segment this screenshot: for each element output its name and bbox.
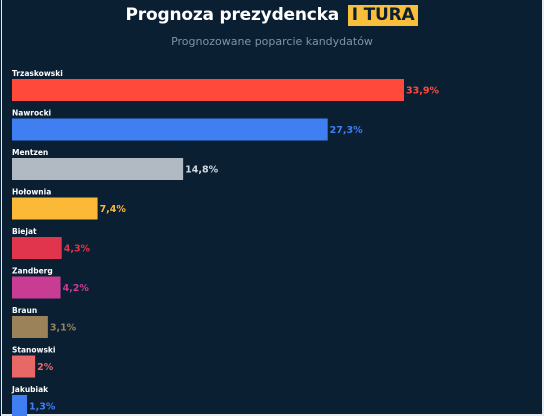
- category-label: Stanowski: [12, 346, 56, 355]
- chart-subtitle: Prognozowane poparcie kandydatów: [171, 35, 373, 48]
- bar: [12, 316, 48, 338]
- category-label: Zandberg: [12, 267, 53, 276]
- chart-title-text: Prognoza prezydencka: [125, 5, 340, 25]
- value-label: 7,4%: [100, 204, 127, 215]
- value-label: 14,8%: [185, 165, 218, 176]
- bar: [12, 197, 98, 220]
- category-label: Jakubiak: [11, 385, 49, 394]
- value-label: 1,3%: [29, 402, 56, 413]
- bar: [12, 79, 404, 101]
- category-label: Trzaskowski: [12, 69, 63, 78]
- value-label: 2%: [37, 362, 54, 373]
- category-label: Hołownia: [12, 188, 51, 197]
- bar: [12, 118, 328, 141]
- chart-title: Prognoza prezydencka I TURA: [0, 5, 544, 26]
- category-label: Mentzen: [12, 148, 48, 157]
- bar: [12, 395, 28, 416]
- bar: [12, 355, 36, 378]
- value-label: 4,2%: [63, 283, 90, 294]
- value-label: 3,1%: [50, 323, 77, 334]
- value-label: 33,9%: [406, 86, 439, 97]
- value-label: 27,3%: [330, 125, 363, 136]
- bar: [12, 276, 61, 299]
- bar: [12, 158, 184, 180]
- bar: [12, 237, 62, 259]
- value-label: 4,3%: [64, 244, 91, 255]
- category-label: Biejat: [12, 227, 37, 236]
- category-label: Nawrocki: [12, 109, 51, 118]
- chart-title-highlight: I TURA: [347, 5, 419, 26]
- category-label: Braun: [12, 306, 37, 315]
